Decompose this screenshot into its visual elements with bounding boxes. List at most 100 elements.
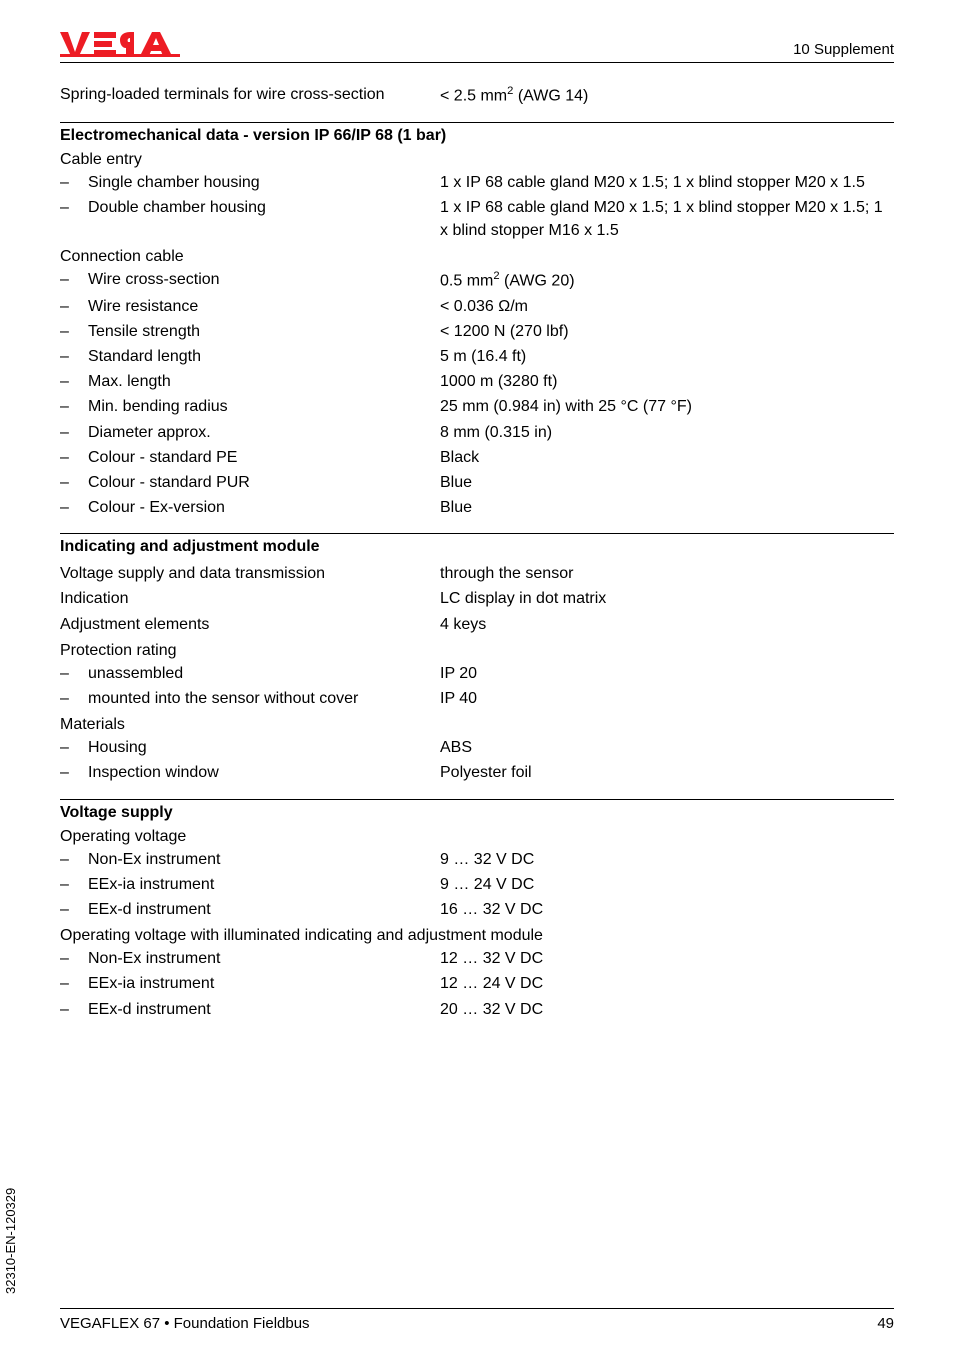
spec-row: –EEx-ia instrument 9 … 24 V DC bbox=[60, 873, 894, 896]
spec-label: Colour - standard PUR bbox=[88, 471, 250, 494]
dash-icon: – bbox=[60, 998, 88, 1021]
section-indicating-title: Indicating and adjustment module bbox=[60, 538, 894, 556]
spec-row: –Diameter approx.8 mm (0.315 in) bbox=[60, 421, 894, 444]
spec-row: Adjustment elements 4 keys bbox=[60, 613, 894, 636]
spec-value: 0.5 mm2 (AWG 20) bbox=[440, 268, 894, 293]
spec-row: –Standard length 5 m (16.4 ft) bbox=[60, 345, 894, 368]
spec-label: unassembled bbox=[88, 662, 183, 685]
spec-label: Colour - Ex-version bbox=[88, 496, 225, 519]
dash-icon: – bbox=[60, 972, 88, 995]
spec-label: Tensile strength bbox=[88, 320, 200, 343]
dash-icon: – bbox=[60, 736, 88, 759]
spec-value: 1 x IP 68 cable gland M20 x 1.5; 1 x bli… bbox=[440, 196, 894, 242]
spec-value: IP 20 bbox=[440, 662, 894, 685]
spec-label: Single chamber housing bbox=[88, 171, 260, 194]
dash-icon: – bbox=[60, 295, 88, 318]
dash-icon: – bbox=[60, 320, 88, 343]
spec-value: 16 … 32 V DC bbox=[440, 898, 894, 921]
dash-icon: – bbox=[60, 662, 88, 685]
spec-row: –Non-Ex instrument9 … 32 V DC bbox=[60, 848, 894, 871]
spec-label: Wire cross-section bbox=[88, 268, 220, 293]
spec-label: mounted into the sensor without cover bbox=[88, 687, 358, 710]
dash-icon: – bbox=[60, 421, 88, 444]
operating-voltage-illum-label: Operating voltage with illuminated indic… bbox=[60, 927, 894, 945]
spec-row: –Colour - standard PEBlack bbox=[60, 446, 894, 469]
spec-row: –mounted into the sensor without cover IP… bbox=[60, 687, 894, 710]
dash-icon: – bbox=[60, 873, 88, 896]
spec-row: –Colour - standard PUR Blue bbox=[60, 471, 894, 494]
dash-icon: – bbox=[60, 446, 88, 469]
spec-value: 12 … 24 V DC bbox=[440, 972, 894, 995]
spec-row: –Colour - Ex-version Blue bbox=[60, 496, 894, 519]
page-header: 10 Supplement bbox=[60, 30, 894, 63]
spec-value: < 0.036 Ω/m bbox=[440, 295, 894, 318]
spec-value: Polyester foil bbox=[440, 761, 894, 784]
spec-row: Voltage supply and data transmission thro… bbox=[60, 562, 894, 585]
spec-label: Voltage supply and data transmission bbox=[60, 562, 325, 585]
section-electromechanical-title: Electromechanical data - version IP 66/I… bbox=[60, 127, 894, 145]
side-doc-id: 32310-EN-120329 bbox=[3, 1188, 18, 1294]
page-footer: VEGAFLEX 67 • Foundation Fieldbus 49 bbox=[60, 1308, 894, 1332]
spec-label: Colour - standard PE bbox=[88, 446, 237, 469]
spec-label: Non-Ex instrument bbox=[88, 947, 221, 970]
dash-icon: – bbox=[60, 268, 88, 293]
spec-value: 4 keys bbox=[440, 613, 894, 636]
dash-icon: – bbox=[60, 496, 88, 519]
spec-value: 1000 m (3280 ft) bbox=[440, 370, 894, 393]
spec-value: Blue bbox=[440, 471, 894, 494]
spec-label: Housing bbox=[88, 736, 147, 759]
spec-value: 9 … 24 V DC bbox=[440, 873, 894, 896]
spec-row: –Wire cross-section 0.5 mm2 (AWG 20) bbox=[60, 268, 894, 293]
spec-row: –Wire resistance < 0.036 Ω/m bbox=[60, 295, 894, 318]
spec-value: 1 x IP 68 cable gland M20 x 1.5; 1 x bli… bbox=[440, 171, 894, 194]
spec-label: Wire resistance bbox=[88, 295, 198, 318]
spec-row: –Single chamber housing 1 x IP 68 cable g… bbox=[60, 171, 894, 194]
spec-row: –Tensile strength < 1200 N (270 lbf) bbox=[60, 320, 894, 343]
dash-icon: – bbox=[60, 196, 88, 242]
spec-row: –EEx-d instrument 16 … 32 V DC bbox=[60, 898, 894, 921]
footer-left: VEGAFLEX 67 • Foundation Fieldbus bbox=[60, 1315, 310, 1332]
dash-icon: – bbox=[60, 370, 88, 393]
spec-label: Inspection window bbox=[88, 761, 219, 784]
dash-icon: – bbox=[60, 761, 88, 784]
cable-entry-label: Cable entry bbox=[60, 151, 894, 169]
intro-left: Spring-loaded terminals for wire cross-s… bbox=[60, 83, 385, 108]
spec-value: 5 m (16.4 ft) bbox=[440, 345, 894, 368]
operating-voltage-label: Operating voltage bbox=[60, 828, 894, 846]
spec-value: Blue bbox=[440, 496, 894, 519]
intro-right: < 2.5 mm2 (AWG 14) bbox=[440, 83, 894, 108]
connection-cable-label: Connection cable bbox=[60, 248, 894, 266]
spec-value: LC display in dot matrix bbox=[440, 587, 894, 610]
dash-icon: – bbox=[60, 171, 88, 194]
spec-row: –Inspection window Polyester foil bbox=[60, 761, 894, 784]
spec-label: Standard length bbox=[88, 345, 201, 368]
spec-label: EEx-d instrument bbox=[88, 898, 211, 921]
spec-label: EEx-d instrument bbox=[88, 998, 211, 1021]
spec-value: < 1200 N (270 lbf) bbox=[440, 320, 894, 343]
dash-icon: – bbox=[60, 345, 88, 368]
dash-icon: – bbox=[60, 848, 88, 871]
spec-value: IP 40 bbox=[440, 687, 894, 710]
spec-label: Indication bbox=[60, 587, 129, 610]
spec-label: EEx-ia instrument bbox=[88, 873, 214, 896]
spec-label: EEx-ia instrument bbox=[88, 972, 214, 995]
dash-icon: – bbox=[60, 395, 88, 418]
spec-row: –Double chamber housing1 x IP 68 cable g… bbox=[60, 196, 894, 242]
spec-value: 25 mm (0.984 in) with 25 °C (77 °F) bbox=[440, 395, 894, 418]
spec-row: –unassembled IP 20 bbox=[60, 662, 894, 685]
protection-rating-label: Protection rating bbox=[60, 642, 894, 660]
spec-row: –Housing ABS bbox=[60, 736, 894, 759]
dash-icon: – bbox=[60, 898, 88, 921]
spec-value: 9 … 32 V DC bbox=[440, 848, 894, 871]
spec-value: through the sensor bbox=[440, 562, 894, 585]
spec-label: Adjustment elements bbox=[60, 613, 209, 636]
spec-row: –Max. length 1000 m (3280 ft) bbox=[60, 370, 894, 393]
section-voltage-title: Voltage supply bbox=[60, 804, 894, 822]
dash-icon: – bbox=[60, 471, 88, 494]
dash-icon: – bbox=[60, 687, 88, 710]
spec-value: ABS bbox=[440, 736, 894, 759]
spec-value: 20 … 32 V DC bbox=[440, 998, 894, 1021]
spec-label: Max. length bbox=[88, 370, 171, 393]
vega-logo bbox=[60, 30, 180, 58]
spec-value: 8 mm (0.315 in) bbox=[440, 421, 894, 444]
